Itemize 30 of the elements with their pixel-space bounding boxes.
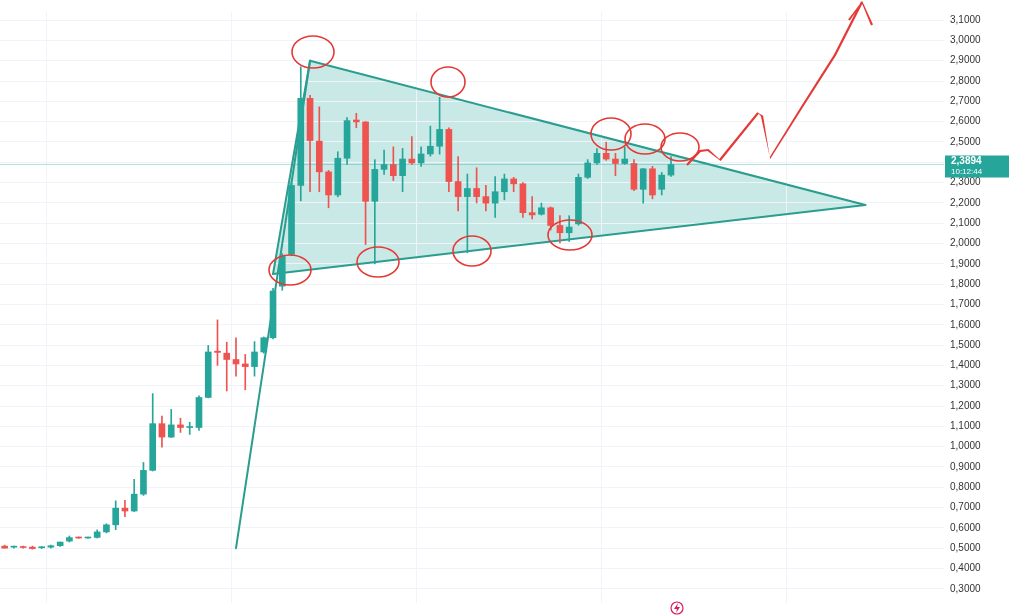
y-tick-label: 2,8000 <box>950 74 982 86</box>
y-tick-label: 1,7000 <box>950 298 982 310</box>
y-tick-label: 3,1000 <box>950 13 982 25</box>
y-tick-label: 0,5000 <box>950 541 982 553</box>
y-tick-label: 2,1000 <box>950 216 982 228</box>
y-tick-label: 1,5000 <box>950 338 982 350</box>
y-tick-label: 2,2000 <box>950 196 982 208</box>
y-tick-label: 0,3000 <box>950 582 982 594</box>
y-tick-label: 2,6000 <box>950 115 982 127</box>
y-tick-label: 0,8000 <box>950 480 982 492</box>
y-tick-label: 1,9000 <box>950 257 982 269</box>
ref-line-label: 2,3894 <box>951 155 983 167</box>
y-tick-label: 2,0000 <box>950 237 982 249</box>
y-tick-label: 0,9000 <box>950 460 982 472</box>
y-tick-label: 1,1000 <box>950 420 982 432</box>
y-tick-label: 3,0000 <box>950 34 982 46</box>
y-tick-label: 1,3000 <box>950 379 982 391</box>
y-tick-label: 2,5000 <box>950 135 982 147</box>
y-tick-label: 2,7000 <box>950 95 982 107</box>
y-tick-label: 1,2000 <box>950 399 982 411</box>
y-tick-label: 1,4000 <box>950 359 982 371</box>
y-tick-label: 0,6000 <box>950 521 982 533</box>
y-tick-label: 2,3000 <box>950 176 982 188</box>
y-tick-label: 1,8000 <box>950 277 982 289</box>
y-tick-label: 2,9000 <box>950 54 982 66</box>
y-tick-label: 1,0000 <box>950 440 982 452</box>
text: 10:12:44 <box>951 166 983 176</box>
y-tick-label: 0,4000 <box>950 562 982 574</box>
y-tick-label: 0,7000 <box>950 501 982 513</box>
y-tick-label: 1,6000 <box>950 318 982 330</box>
